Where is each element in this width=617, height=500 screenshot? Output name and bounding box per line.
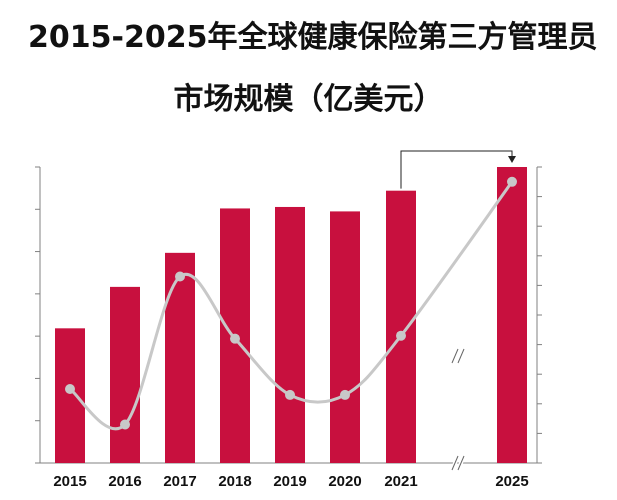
x-label-2020: 2020 xyxy=(328,473,361,490)
line-point-2019 xyxy=(285,389,295,400)
x-label-2018: 2018 xyxy=(218,473,251,490)
bar-2021 xyxy=(386,190,416,463)
line-point-2025 xyxy=(507,176,517,187)
growth-arrow xyxy=(400,150,513,189)
annotations xyxy=(400,150,516,472)
axis-break-mark xyxy=(457,455,465,471)
x-label-2016: 2016 xyxy=(108,473,141,490)
chart-title-line1: 2015-2025年全球健康保险第三方管理员 xyxy=(28,20,598,55)
x-label-2025: 2025 xyxy=(495,473,528,490)
chart-title-line2: 市场规模（亿美元） xyxy=(173,82,444,117)
line-point-2017 xyxy=(175,271,185,282)
x-label-2017: 2017 xyxy=(163,473,196,490)
bar-2019 xyxy=(275,206,305,463)
growth-arrow-head xyxy=(508,156,516,163)
bar-2020 xyxy=(330,211,360,463)
line-point-2015 xyxy=(65,384,75,394)
bar-series xyxy=(55,167,527,463)
x-label-2019: 2019 xyxy=(273,473,306,490)
axis-break-mark xyxy=(451,348,459,364)
bar-2017 xyxy=(165,252,195,463)
line-point-2020 xyxy=(340,389,350,400)
x-axis-labels: 2015 2016 2017 2018 2019 2020 2021 2025 xyxy=(53,473,528,490)
bar-2015 xyxy=(55,328,85,463)
bar-2016 xyxy=(110,286,140,463)
x-label-2015: 2015 xyxy=(53,473,86,490)
x-label-2021: 2021 xyxy=(384,473,417,490)
line-series xyxy=(65,176,517,431)
axis-break-mark xyxy=(457,348,465,364)
line-point-2021 xyxy=(396,330,406,341)
bar-2025 xyxy=(497,167,527,463)
line-point-2018 xyxy=(230,333,240,344)
line-point-2016 xyxy=(120,419,130,430)
axis-break-mark xyxy=(451,455,459,471)
